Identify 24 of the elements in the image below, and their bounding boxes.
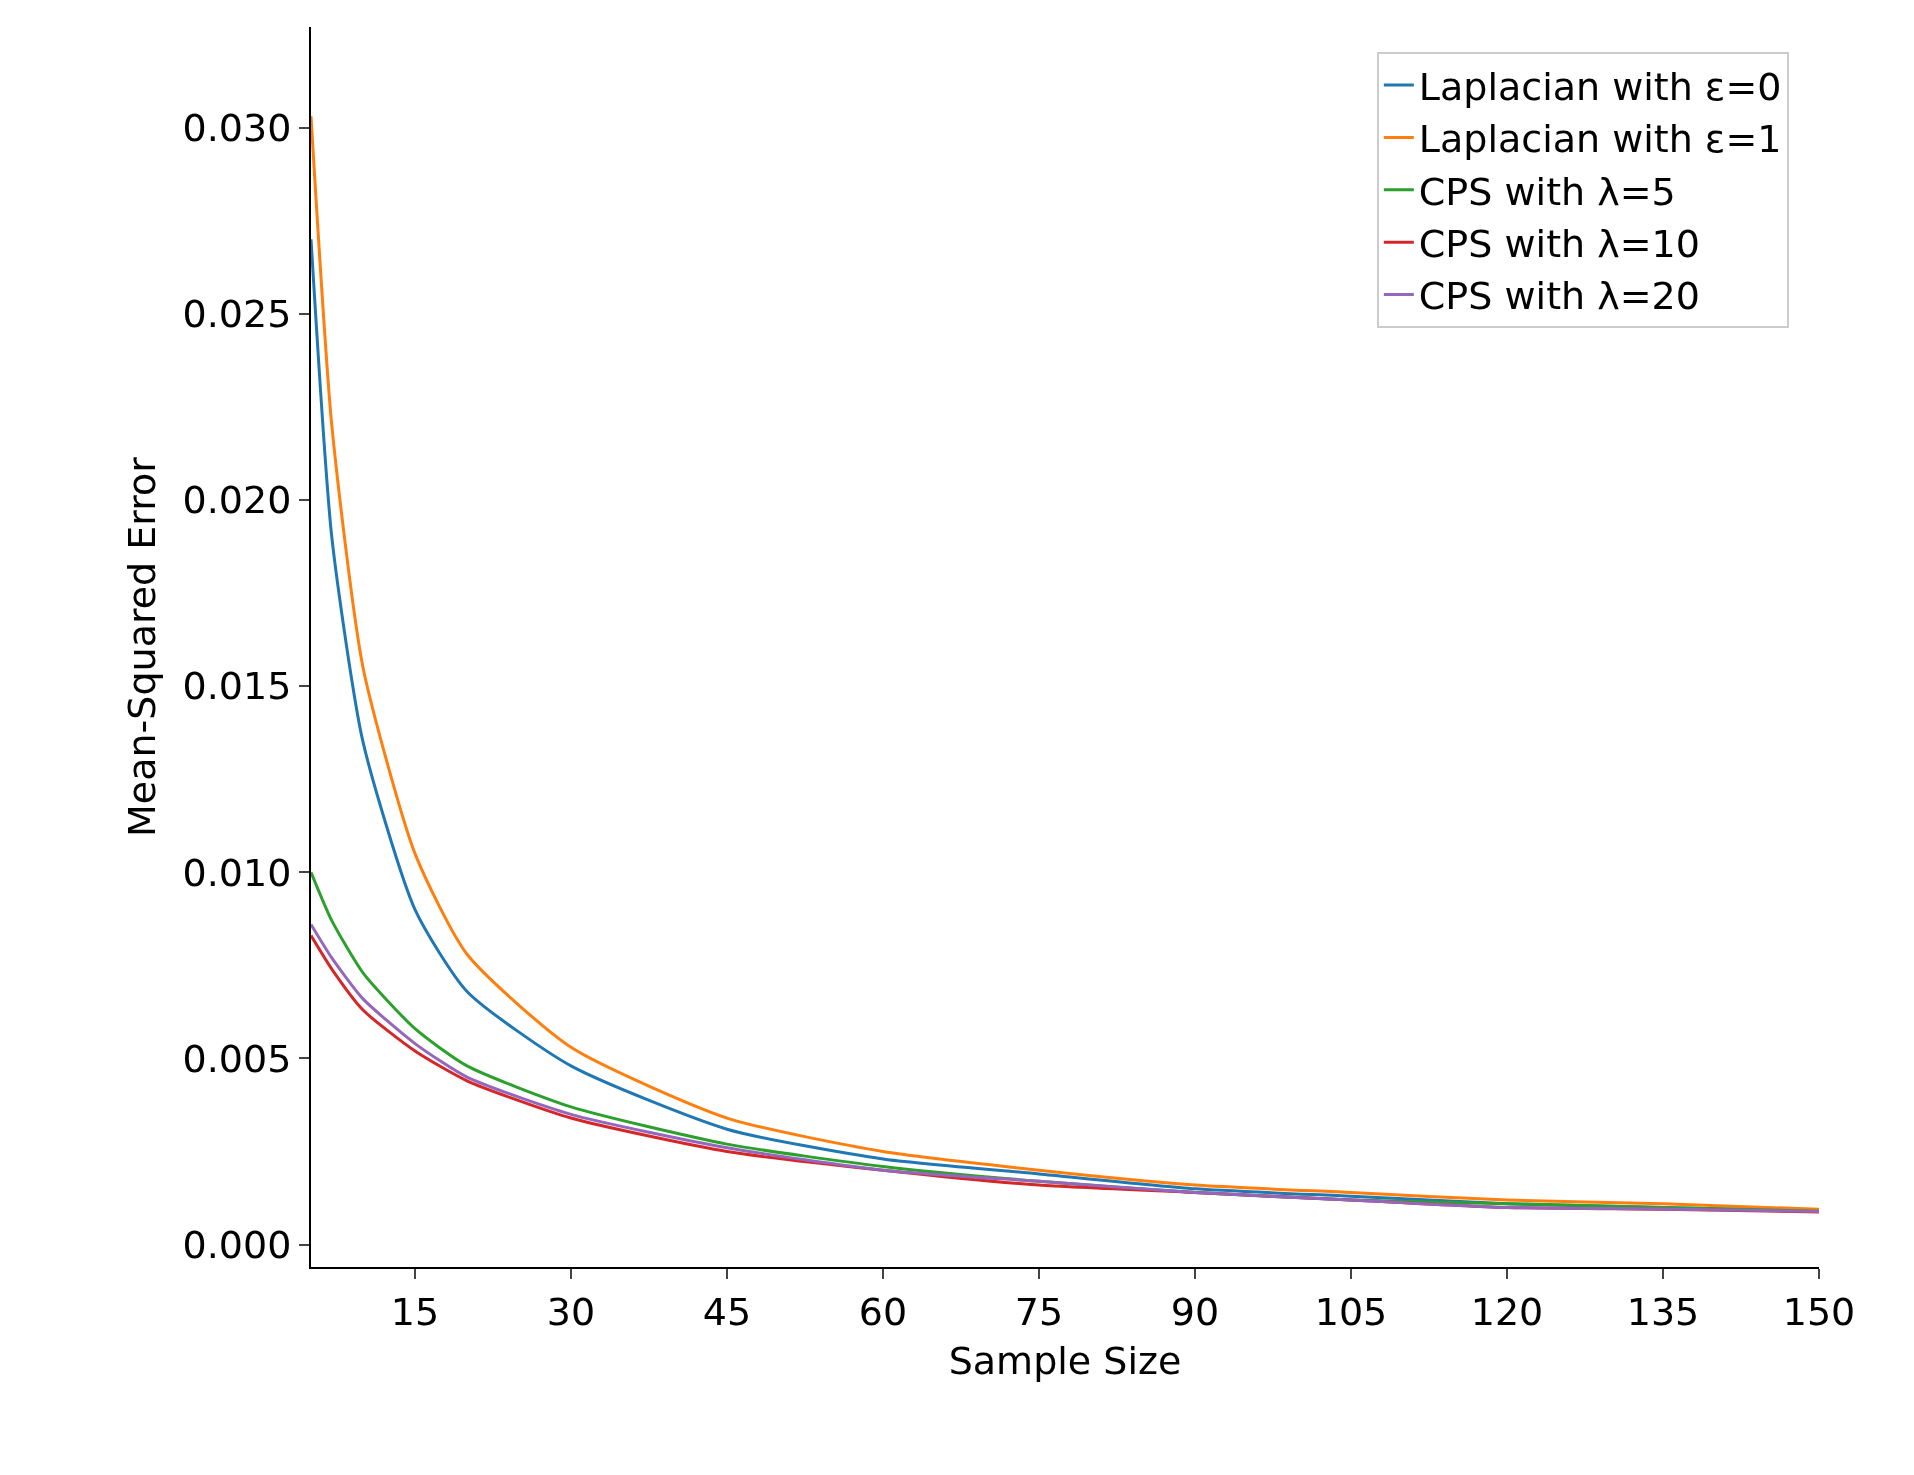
x-tick-label: 30 bbox=[546, 1289, 596, 1334]
y-tick-label: 0.000 bbox=[182, 1222, 292, 1267]
y-tick-label: 0.015 bbox=[182, 664, 292, 709]
x-tick-label: 45 bbox=[702, 1289, 752, 1334]
y-tick-label: 0.010 bbox=[182, 850, 292, 895]
y-tick-label: 0.030 bbox=[182, 105, 292, 150]
x-tick-label: 120 bbox=[1470, 1289, 1544, 1334]
y-tick-label: 0.020 bbox=[182, 478, 292, 523]
legend-label: CPS with λ=5 bbox=[1418, 169, 1676, 214]
legend-label: CPS with λ=20 bbox=[1418, 274, 1700, 319]
y-tick-label: 0.005 bbox=[182, 1036, 292, 1081]
x-tick-label: 60 bbox=[858, 1289, 908, 1334]
x-tick-label: 90 bbox=[1170, 1289, 1220, 1334]
legend-label: Laplacian with ε=1 bbox=[1418, 117, 1782, 162]
legend-label: CPS with λ=10 bbox=[1418, 222, 1700, 267]
x-tick-label: 150 bbox=[1782, 1289, 1856, 1334]
x-tick-label: 15 bbox=[390, 1289, 440, 1334]
x-tick-label: 135 bbox=[1626, 1289, 1700, 1334]
legend-label: Laplacian with ε=0 bbox=[1418, 64, 1782, 109]
y-tick-label: 0.025 bbox=[182, 292, 292, 337]
x-axis-title: Sample Size bbox=[948, 1339, 1182, 1384]
y-axis-title: Mean-Squared Error bbox=[120, 456, 165, 837]
x-tick-label: 75 bbox=[1014, 1289, 1064, 1334]
x-tick-label: 105 bbox=[1314, 1289, 1388, 1334]
